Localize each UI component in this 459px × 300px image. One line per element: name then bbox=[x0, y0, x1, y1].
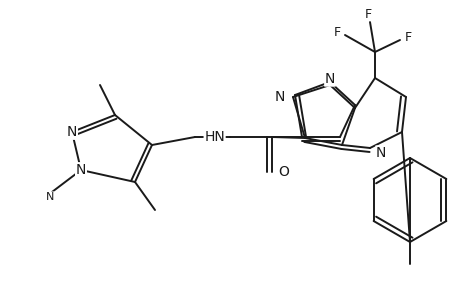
Text: F: F bbox=[364, 8, 371, 20]
Text: N: N bbox=[67, 125, 77, 139]
Text: N: N bbox=[46, 192, 54, 202]
Text: N: N bbox=[324, 72, 335, 86]
Text: N: N bbox=[76, 163, 86, 177]
Text: N: N bbox=[274, 90, 285, 104]
Text: F: F bbox=[333, 26, 340, 38]
Text: O: O bbox=[278, 165, 289, 179]
Text: N: N bbox=[76, 163, 86, 177]
Text: HN: HN bbox=[204, 130, 224, 144]
Text: N: N bbox=[375, 146, 386, 160]
Text: F: F bbox=[403, 31, 411, 44]
Text: N: N bbox=[67, 125, 77, 139]
